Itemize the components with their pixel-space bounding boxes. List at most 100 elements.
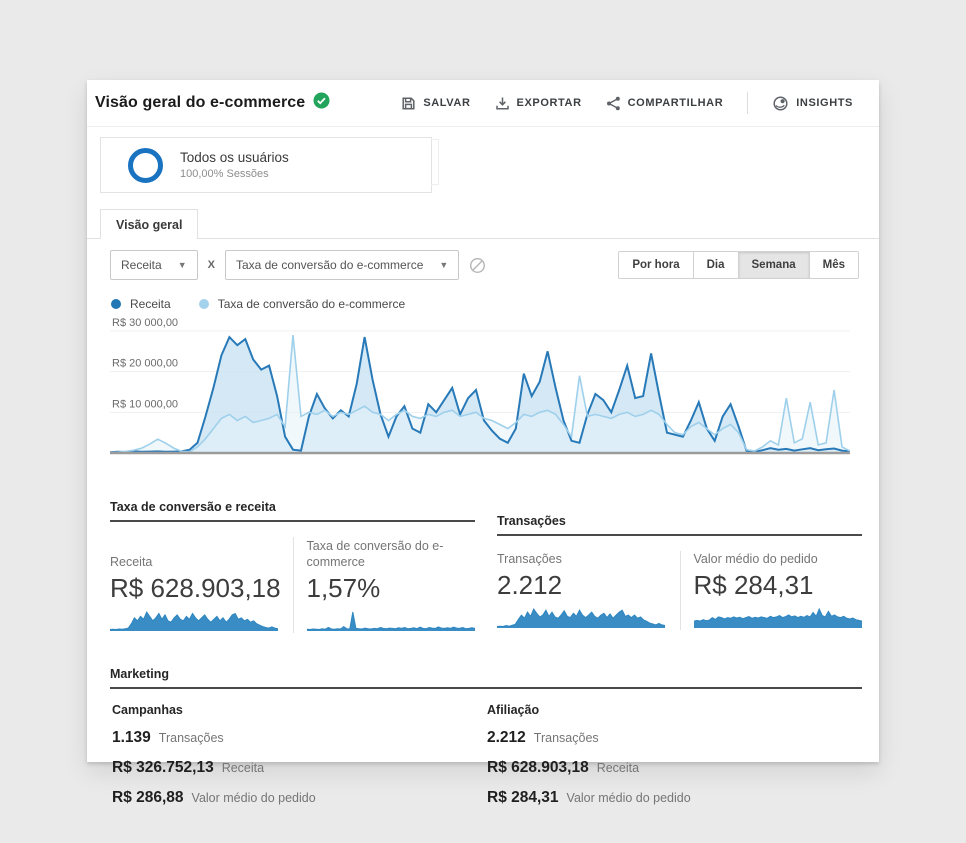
svg-text:R$ 30 000,00: R$ 30 000,00 bbox=[112, 317, 178, 329]
metric-transacoes[interactable]: Transações 2.212 bbox=[497, 551, 680, 630]
marketing-row: 1.139 Transações bbox=[112, 729, 487, 747]
tab-visao-geral[interactable]: Visão geral bbox=[100, 209, 199, 239]
marketing-label: Valor médio do pedido bbox=[191, 791, 316, 805]
section-transacoes: Transações Transações 2.212 Valor médio … bbox=[497, 514, 862, 633]
chevron-down-icon: ▼ bbox=[177, 260, 187, 270]
marketing-value: 1.139 bbox=[112, 729, 151, 746]
marketing-value: R$ 326.752,13 bbox=[112, 759, 214, 776]
secondary-metric-select[interactable]: Taxa de conversão do e-commerce ▼ bbox=[224, 250, 460, 280]
metric-value: R$ 284,31 bbox=[693, 570, 814, 601]
legend-label-receita: Receita bbox=[130, 297, 171, 311]
marketing-value: R$ 286,88 bbox=[112, 789, 184, 806]
granularity-mes[interactable]: Mês bbox=[808, 251, 859, 279]
save-button[interactable]: SALVAR bbox=[401, 96, 470, 111]
granularity-dia[interactable]: Dia bbox=[692, 251, 739, 279]
metric-receita[interactable]: Receita R$ 628.903,18 bbox=[110, 537, 293, 633]
export-label: EXPORTAR bbox=[516, 97, 582, 109]
sparkline-valor-medio bbox=[693, 608, 862, 629]
marketing-label: Valor médio do pedido bbox=[566, 791, 691, 805]
page-title: Visão geral do e-commerce bbox=[95, 94, 306, 111]
marketing-label: Transações bbox=[158, 731, 224, 745]
actions-divider bbox=[747, 92, 749, 114]
chart-legend: Receita Taxa de conversão do e-commerce bbox=[111, 297, 879, 311]
metric-value: 1,57% bbox=[306, 573, 381, 603]
marketing-row: R$ 628.903,18 Receita bbox=[487, 759, 862, 777]
segment-name: Todos os usuários bbox=[180, 150, 289, 165]
share-label: COMPARTILHAR bbox=[627, 97, 724, 109]
legend-item-receita: Receita bbox=[111, 297, 171, 311]
metric-taxa-conversao[interactable]: Taxa de conversão do e-commerce 1,57% bbox=[292, 537, 476, 633]
save-label: SALVAR bbox=[423, 97, 471, 109]
remove-metric-icon[interactable] bbox=[469, 257, 486, 274]
metric-valor-medio[interactable]: Valor médio do pedido R$ 284,31 bbox=[679, 551, 863, 631]
segment-text: Todos os usuários 100,00% Sessões bbox=[180, 150, 289, 180]
export-button[interactable]: EXPORTAR bbox=[495, 96, 582, 111]
metric-label: Transações bbox=[497, 552, 562, 566]
metric-label: Receita bbox=[110, 554, 153, 569]
report-card: Visão geral do e-commerce SALVAR EXPORTA bbox=[87, 80, 879, 806]
marketing-label: Receita bbox=[221, 761, 265, 775]
marketing-row: R$ 286,88 Valor médio do pedido bbox=[112, 789, 487, 807]
legend-label-taxa: Taxa de conversão do e-commerce bbox=[217, 297, 406, 311]
metric-label: Valor médio do pedido bbox=[693, 552, 818, 566]
marketing-col-campanhas: Campanhas 1.139 Transações R$ 326.752,13… bbox=[112, 703, 487, 807]
primary-metric-select[interactable]: Receita ▼ bbox=[110, 250, 198, 280]
legend-dot-taxa bbox=[198, 299, 209, 309]
insights-icon bbox=[772, 95, 789, 112]
section-conversao-receita: Taxa de conversão e receita Receita R$ 6… bbox=[110, 500, 475, 633]
sparkline-transacoes bbox=[497, 608, 665, 629]
marketing-value: R$ 284,31 bbox=[487, 789, 559, 806]
granularity-por-hora[interactable]: Por hora bbox=[618, 251, 694, 279]
segment-donut-icon bbox=[128, 147, 163, 183]
metrics-row: Receita R$ 628.903,18 Taxa de conversão … bbox=[110, 537, 475, 633]
metric-label: Taxa de conversão do e-commerce bbox=[306, 538, 444, 569]
metric-value: R$ 628.903,18 bbox=[110, 573, 281, 603]
channel-name: Campanhas bbox=[112, 703, 183, 717]
section-marketing: Marketing Campanhas 1.139 Transações R$ … bbox=[110, 667, 862, 807]
scorecard-sections: Taxa de conversão e receita Receita R$ 6… bbox=[110, 500, 879, 633]
channel-name: Afiliação bbox=[487, 703, 540, 717]
verified-check-icon bbox=[313, 92, 330, 114]
marketing-columns: Campanhas 1.139 Transações R$ 326.752,13… bbox=[110, 689, 862, 807]
marketing-label: Transações bbox=[533, 731, 599, 745]
marketing-col-afiliacao: Afiliação 2.212 Transações R$ 628.903,18… bbox=[487, 703, 862, 807]
secondary-metric-value: Taxa de conversão do e-commerce bbox=[235, 258, 424, 272]
share-icon bbox=[606, 96, 621, 111]
timeseries-chart-svg: R$ 30 000,00 R$ 20 000,00 R$ 10 000,00 bbox=[109, 317, 851, 455]
marketing-row: 2.212 Transações bbox=[487, 729, 862, 747]
granularity-toggle: Por hora Dia Semana Mês bbox=[618, 251, 859, 279]
share-button[interactable]: COMPARTILHAR bbox=[606, 96, 724, 111]
report-header: Visão geral do e-commerce SALVAR EXPORTA bbox=[87, 80, 879, 127]
svg-text:R$ 10 000,00: R$ 10 000,00 bbox=[112, 398, 178, 410]
legend-item-taxa: Taxa de conversão do e-commerce bbox=[198, 297, 406, 311]
save-icon bbox=[401, 96, 416, 111]
section-title: Taxa de conversão e receita bbox=[110, 500, 475, 522]
header-actions: SALVAR EXPORTAR COMPARTILHAR bbox=[401, 92, 853, 114]
segment-detail: 100,00% Sessões bbox=[180, 168, 269, 180]
metric-value: 2.212 bbox=[497, 570, 563, 601]
marketing-row: R$ 326.752,13 Receita bbox=[112, 759, 487, 777]
section-title: Transações bbox=[497, 514, 862, 536]
chevron-down-icon: ▼ bbox=[439, 260, 449, 270]
section-title: Marketing bbox=[110, 667, 862, 689]
metric-separator: X bbox=[207, 259, 215, 271]
legend-dot-receita bbox=[111, 299, 121, 309]
segment-card[interactable]: Todos os usuários 100,00% Sessões bbox=[100, 137, 439, 193]
insights-label: INSIGHTS bbox=[796, 97, 853, 109]
timeseries-chart[interactable]: R$ 30 000,00 R$ 20 000,00 R$ 10 000,00 bbox=[109, 317, 879, 470]
metric-selectors: Receita ▼ X Taxa de conversão do e-comme… bbox=[110, 250, 486, 280]
primary-metric-value: Receita bbox=[121, 258, 162, 272]
granularity-semana[interactable]: Semana bbox=[737, 251, 810, 279]
sparkline-receita bbox=[110, 610, 278, 631]
marketing-label: Receita bbox=[596, 761, 640, 775]
insights-button[interactable]: INSIGHTS bbox=[772, 95, 853, 112]
controls-row: Receita ▼ X Taxa de conversão do e-comme… bbox=[110, 250, 859, 280]
export-icon bbox=[495, 96, 510, 111]
marketing-row: R$ 284,31 Valor médio do pedido bbox=[487, 789, 862, 807]
title-wrap: Visão geral do e-commerce bbox=[95, 92, 330, 114]
marketing-value: 2.212 bbox=[487, 729, 526, 746]
marketing-value: R$ 628.903,18 bbox=[487, 759, 589, 776]
metrics-row: Transações 2.212 Valor médio do pedido R… bbox=[497, 551, 863, 631]
tab-bar: Visão geral bbox=[87, 208, 879, 239]
